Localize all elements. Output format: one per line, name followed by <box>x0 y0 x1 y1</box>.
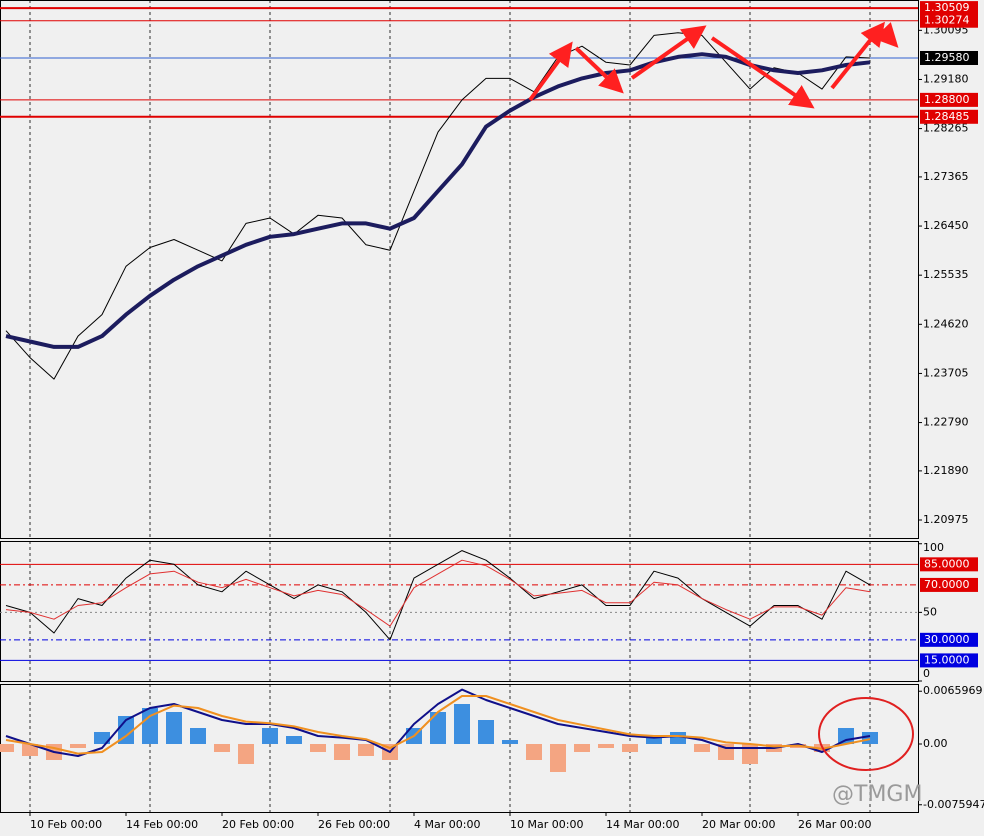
level-label: 1.28800 <box>924 93 970 106</box>
histogram-bar <box>166 712 182 744</box>
series-line <box>5 695 871 755</box>
level-label-box <box>920 653 978 668</box>
histogram-bar <box>190 728 206 744</box>
y-tick-label: 1.22790 <box>923 416 969 429</box>
y-tick-label: 50 <box>923 605 937 618</box>
x-tick-label: 26 Mar 00:00 <box>798 818 871 831</box>
panel-frame <box>0 0 919 539</box>
arrow <box>830 21 885 90</box>
histogram-bar <box>862 732 878 744</box>
x-tick-label: 26 Feb 00:00 <box>318 818 390 831</box>
histogram-bar <box>454 704 470 744</box>
y-tick-label: 0 <box>923 667 930 680</box>
level-label-box <box>920 109 978 124</box>
panel-frame <box>0 541 919 682</box>
y-tick-label: 1.27365 <box>923 170 969 183</box>
arrow <box>574 46 624 94</box>
histogram-bar <box>358 744 374 756</box>
level-label: 1.30274 <box>924 14 970 27</box>
y-tick-label: 100 <box>923 541 944 554</box>
histogram-bar <box>238 744 254 764</box>
histogram-bar <box>550 744 566 772</box>
arrow <box>630 25 707 80</box>
y-tick-label: 1.29180 <box>923 72 969 85</box>
level-label: 85.0000 <box>924 557 970 570</box>
histogram-bar <box>94 732 110 744</box>
histogram-bar <box>262 728 278 744</box>
y-tick-label: 1.28265 <box>923 122 969 135</box>
histogram-bar <box>22 744 38 756</box>
histogram-bar <box>214 744 230 752</box>
histogram-bar <box>142 708 158 744</box>
histogram-bar <box>838 728 854 744</box>
histogram-bar <box>670 732 686 744</box>
level-label-box <box>920 13 978 28</box>
level-label-box <box>920 557 978 572</box>
x-tick-label: 14 Mar 00:00 <box>606 818 679 831</box>
level-label-box <box>920 50 978 65</box>
y-tick-label: 1.25535 <box>923 268 969 281</box>
watermark: @TMGM <box>832 782 922 807</box>
arrow <box>528 41 573 102</box>
x-tick-label: 4 Mar 00:00 <box>414 818 480 831</box>
histogram-bar <box>478 720 494 744</box>
level-label: 30.0000 <box>924 633 970 646</box>
level-label-box <box>920 1 978 16</box>
annotation-arrows <box>528 21 899 109</box>
series-line <box>5 52 871 349</box>
level-label: 15.0000 <box>924 653 970 666</box>
series-line <box>5 688 871 757</box>
histogram-bar <box>598 744 614 748</box>
series-line <box>5 559 871 627</box>
histogram-bar <box>430 712 446 744</box>
y-tick-label: 1.20975 <box>923 513 969 526</box>
y-tick-label: 0.00 <box>923 737 948 750</box>
y-tick-label: 0.0065969 <box>923 684 983 697</box>
level-label-box <box>920 577 978 592</box>
histogram-bar <box>574 744 590 752</box>
histogram-bar <box>310 744 326 752</box>
y-tick-label: 1.26450 <box>923 219 969 232</box>
histogram-bar <box>118 716 134 744</box>
level-label-box <box>920 92 978 107</box>
histogram-bar <box>0 744 14 752</box>
histogram-bar <box>526 744 542 760</box>
histogram-bar <box>622 744 638 752</box>
series-line <box>5 550 871 641</box>
histogram-bar <box>70 744 86 748</box>
y-tick-label: 1.24620 <box>923 317 969 330</box>
histogram-bar <box>286 736 302 744</box>
level-label: 1.30509 <box>924 1 970 14</box>
histogram-bar <box>694 744 710 752</box>
level-label: 1.28485 <box>924 110 970 123</box>
x-tick-label: 10 Mar 00:00 <box>510 818 583 831</box>
histogram-bar <box>502 740 518 744</box>
x-tick-label: 14 Feb 00:00 <box>126 818 198 831</box>
x-tick-label: 10 Feb 00:00 <box>30 818 102 831</box>
level-label: 70.0000 <box>924 578 970 591</box>
y-tick-label: 1.23705 <box>923 366 969 379</box>
x-tick-label: 20 Feb 00:00 <box>222 818 294 831</box>
highlight-circle <box>818 697 914 771</box>
level-label: 1.29580 <box>924 51 970 64</box>
y-tick-label: -0.0075947 <box>923 798 984 811</box>
x-tick-label: 20 Mar 00:00 <box>702 818 775 831</box>
y-tick-label: 1.21890 <box>923 464 969 477</box>
series-line <box>5 32 871 380</box>
histogram-bar <box>334 744 350 760</box>
arrow <box>710 36 815 109</box>
level-label-box <box>920 632 978 647</box>
histogram-bar <box>646 736 662 744</box>
arrow <box>873 22 899 48</box>
